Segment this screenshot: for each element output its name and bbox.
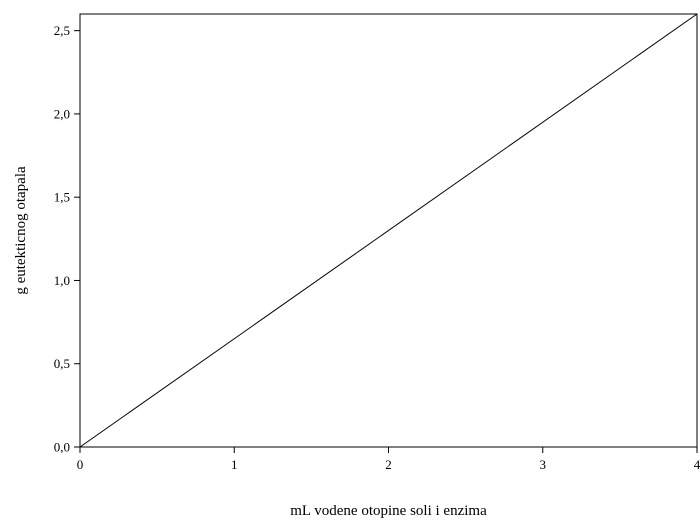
y-tick-label: 1,0 [54, 273, 70, 288]
x-tick-label: 2 [385, 457, 392, 472]
y-tick-label: 0,5 [54, 356, 70, 371]
x-tick-label: 0 [77, 457, 84, 472]
series-line [79, 13, 698, 448]
y-tick-label: 2,5 [54, 23, 70, 38]
x-axis-ticks: 0 1 2 3 4 [77, 447, 700, 472]
x-tick-label: 3 [540, 457, 547, 472]
x-tick-label: 1 [231, 457, 238, 472]
y-axis-label: g eutekticnog otapala [13, 166, 29, 295]
y-axis-ticks: 0,0 0,5 1,0 1,5 2,0 2,5 [54, 23, 80, 455]
x-axis-label: mL vodene otopine soli i enzima [290, 503, 487, 519]
y-tick-label: 2,0 [54, 106, 70, 121]
y-tick-label: 0,0 [54, 440, 70, 455]
x-tick-label: 4 [694, 457, 700, 472]
series-layer [79, 13, 698, 448]
y-tick-label: 1,5 [54, 190, 70, 205]
